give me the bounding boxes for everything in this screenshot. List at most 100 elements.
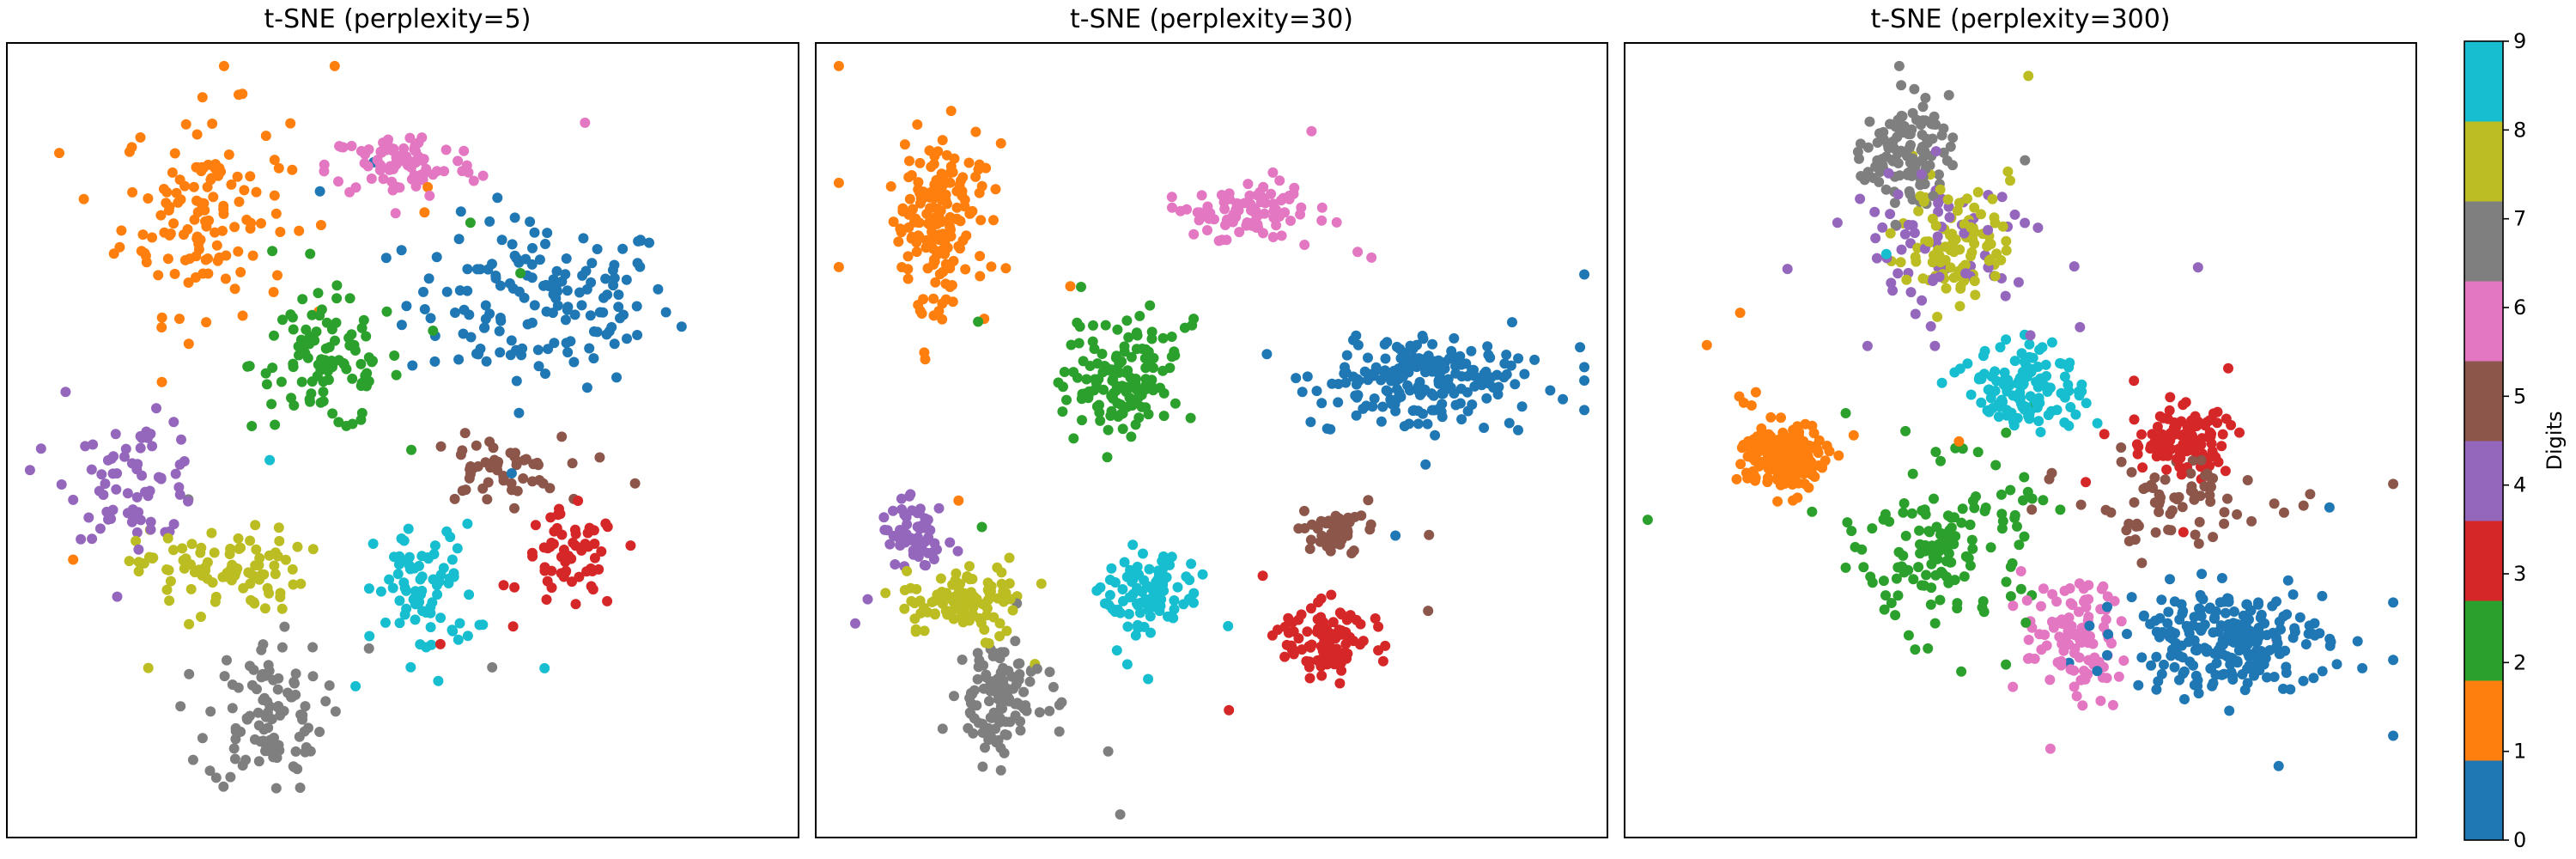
scatter-point-digit-9 <box>1111 645 1122 656</box>
scatter-point-digit-0 <box>526 272 538 283</box>
scatter-point-digit-7 <box>228 743 240 754</box>
scatter-point-digit-7 <box>307 671 319 682</box>
scatter-point-digit-9 <box>2056 387 2067 399</box>
scatter-point-digit-2 <box>1066 339 1077 350</box>
scatter-point-digit-0 <box>1327 378 1338 389</box>
scatter-point-digit-4 <box>1885 209 1896 220</box>
scatter-point-digit-0 <box>1381 385 1392 396</box>
scatter-point-digit-1 <box>162 253 173 265</box>
scatter-point-digit-6 <box>1252 219 1263 230</box>
scatter-point-digit-2 <box>301 324 312 335</box>
scatter-point-digit-2 <box>1081 374 1092 385</box>
scatter-point-digit-2 <box>1972 447 1984 458</box>
scatter-point-digit-3 <box>558 545 569 555</box>
scatter-point-digit-1 <box>1765 411 1777 423</box>
scatter-point-digit-9 <box>2027 352 2038 363</box>
scatter-point-digit-2 <box>1807 506 1818 517</box>
scatter-point-digit-2 <box>2012 521 2022 532</box>
scatter-point-digit-0 <box>1579 269 1590 280</box>
scatter-point-digit-5 <box>472 461 483 472</box>
scatter-point-digit-2 <box>406 444 416 455</box>
scatter-point-digit-7 <box>262 696 273 707</box>
scatter-point-digit-7 <box>1034 707 1045 718</box>
scatter-point-digit-1 <box>1772 471 1783 482</box>
scatter-point-digit-1 <box>174 174 185 186</box>
scatter-point-digit-6 <box>1188 228 1200 240</box>
scatter-point-digit-0 <box>1412 339 1422 350</box>
scatter-point-digit-0 <box>2352 636 2363 647</box>
scatter-point-digit-4 <box>1983 224 1994 235</box>
scatter-point-digit-6 <box>1316 215 1327 226</box>
scatter-point-digit-9 <box>425 622 436 633</box>
scatter-point-digit-6 <box>1234 227 1245 238</box>
scatter-point-digit-9 <box>1982 405 1993 416</box>
scatter-point-digit-0 <box>534 254 545 265</box>
scatter-point-digit-7 <box>363 643 374 654</box>
scatter-point-digit-6 <box>453 155 464 167</box>
scatter-point-digit-8 <box>274 535 285 546</box>
scatter-point-digit-0 <box>632 258 643 269</box>
scatter-point-digit-2 <box>381 306 392 317</box>
scatter-point-digit-7 <box>1020 700 1031 711</box>
scatter-point-digit-8 <box>919 625 930 637</box>
scatter-point-digit-9 <box>447 624 458 636</box>
scatter-point-digit-9 <box>432 589 443 600</box>
scatter-point-digit-3 <box>2133 442 2144 453</box>
scatter-point-digit-7 <box>983 733 994 744</box>
scatter-point-digit-0 <box>2244 651 2255 662</box>
scatter-point-digit-3 <box>1335 629 1346 640</box>
scatter-point-digit-7 <box>276 642 288 653</box>
scatter-point-digit-9 <box>1133 600 1144 611</box>
scatter-point-digit-3 <box>1355 639 1365 650</box>
scatter-point-digit-7 <box>307 642 319 653</box>
scatter-point-digit-8 <box>1004 552 1015 564</box>
scatter-point-digit-3 <box>1340 647 1351 658</box>
scatter-point-digit-8 <box>2001 245 2012 256</box>
scatter-point-digit-3 <box>2154 436 2166 448</box>
scatter-point-digit-2 <box>261 379 272 390</box>
scatter-point-digit-1 <box>1792 492 1803 503</box>
scatter-point-digit-1 <box>1735 459 1747 470</box>
scatter-point-digit-7 <box>266 714 277 725</box>
scatter-point-digit-0 <box>419 304 430 314</box>
scatter-point-digit-6 <box>2063 625 2074 637</box>
scatter-point-digit-9 <box>403 523 414 534</box>
scatter-point-digit-2 <box>323 375 334 386</box>
scatter-point-digit-9 <box>396 533 407 544</box>
scatter-point-digit-1 <box>156 322 167 333</box>
scatter-point-digit-2 <box>1920 540 1931 551</box>
scatter-point-digit-7 <box>218 781 229 792</box>
scatter-point-digit-9 <box>2070 409 2081 420</box>
scatter-point-digit-6 <box>1352 247 1364 258</box>
scatter-point-digit-0 <box>520 253 532 265</box>
scatter-point-digit-0 <box>644 237 654 248</box>
scatter-point-digit-9 <box>1979 345 1990 356</box>
scatter-point-digit-2 <box>1900 530 1911 541</box>
scatter-point-digit-0 <box>2219 668 2230 679</box>
scatter-point-digit-9 <box>1197 569 1208 580</box>
scatter-point-digit-6 <box>1274 211 1285 222</box>
scatter-point-digit-0 <box>1443 374 1454 385</box>
scatter-point-digit-8 <box>162 533 173 544</box>
scatter-point-digit-6 <box>2008 681 2019 692</box>
scatter-point-digit-1 <box>973 164 984 175</box>
scatter-point-digit-1 <box>260 131 271 142</box>
scatter-point-digit-1 <box>924 145 935 156</box>
scatter-point-digit-8 <box>1942 194 1953 205</box>
scatter-point-digit-5 <box>2026 504 2038 515</box>
scatter-point-digit-6 <box>431 166 442 177</box>
scatter-point-digit-2 <box>1932 553 1943 564</box>
scatter-point-digit-8 <box>243 567 254 578</box>
scatter-point-digit-4 <box>168 417 179 428</box>
scatter-point-digit-1 <box>203 159 214 170</box>
scatter-point-digit-0 <box>569 309 580 320</box>
colorbar-tick-label: 7 <box>2513 207 2526 231</box>
scatter-point-digit-7 <box>999 747 1010 758</box>
scatter-point-digit-1 <box>1812 444 1823 455</box>
scatter-point-digit-0 <box>1305 417 1316 428</box>
scatter-point-digit-8 <box>1984 255 1995 266</box>
scatter-point-digit-0 <box>2287 589 2299 600</box>
colorbar-tick-label: 5 <box>2513 384 2526 408</box>
scatter-point-digit-6 <box>2069 681 2080 692</box>
scatter-point-digit-2 <box>1134 310 1145 321</box>
